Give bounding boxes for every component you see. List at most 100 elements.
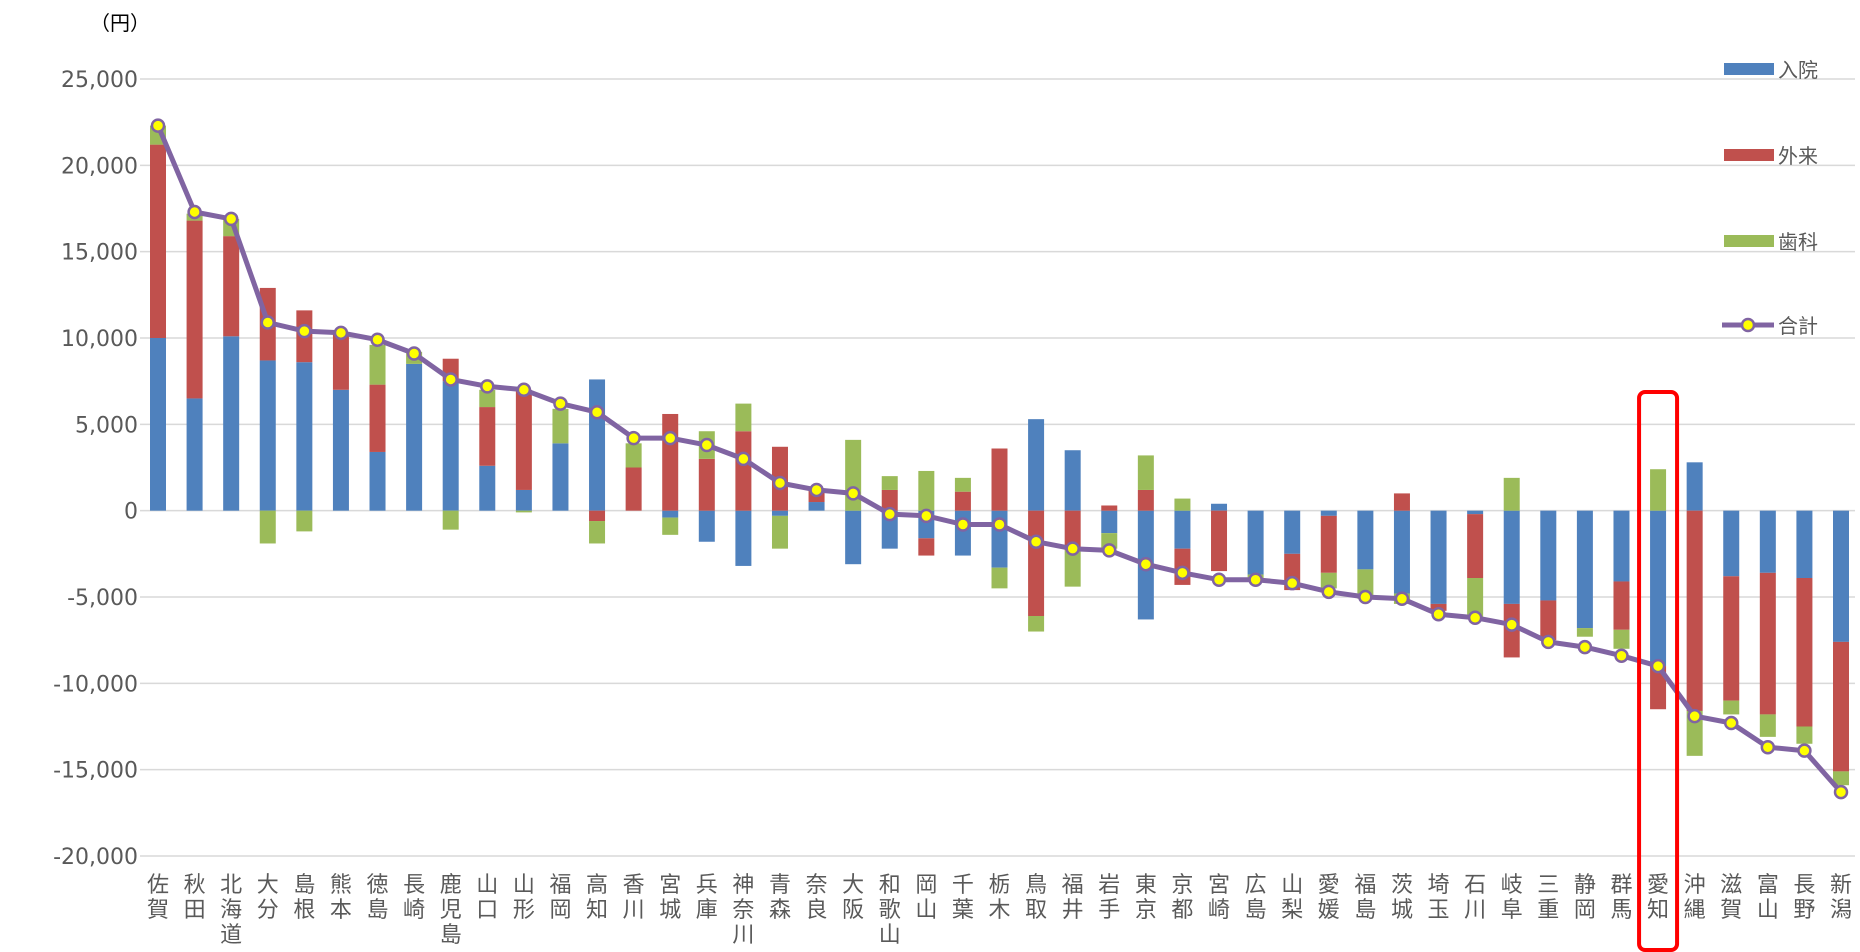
total-point: [1723, 715, 1739, 731]
bar-segment: [771, 515, 788, 549]
bar-segment: [332, 389, 349, 511]
bar-segment: [918, 538, 935, 556]
category-label: 兵庫: [696, 873, 718, 923]
bar-segment: [1393, 510, 1410, 594]
category-label: 京都: [1171, 873, 1193, 923]
total-point: [150, 118, 166, 133]
bar-segment: [1467, 510, 1484, 515]
bar-segment: [1174, 498, 1191, 511]
bar-segment: [186, 398, 203, 511]
category-label: 山口: [476, 873, 498, 923]
total-point: [1577, 639, 1593, 655]
category-label: 茨城: [1391, 873, 1413, 923]
bar-segment: [1540, 510, 1557, 601]
legend-label: 合計: [1778, 314, 1818, 338]
total-point: [1467, 610, 1483, 625]
category-label: 岩手: [1098, 873, 1120, 923]
total-point: [1394, 591, 1410, 606]
bar-segment: [1723, 576, 1740, 701]
category-label: 岐阜: [1501, 873, 1523, 923]
category-label: 静岡: [1574, 873, 1596, 923]
bar-segment: [1320, 510, 1337, 516]
category-label: 鳥取: [1025, 873, 1047, 923]
bar-segment: [954, 491, 971, 511]
total-point: [1504, 617, 1519, 632]
bar-segment: [1430, 510, 1447, 604]
total-point: [480, 379, 495, 394]
bar-segment: [662, 510, 679, 518]
category-label: 栃木: [988, 873, 1010, 923]
bar-segment: [369, 451, 386, 511]
bar-segment: [1064, 450, 1081, 511]
legend-swatch: [1724, 235, 1774, 247]
bar-segment: [1833, 771, 1849, 786]
legend-marker: [1740, 317, 1756, 333]
bar-segment: [1467, 514, 1484, 579]
bar-segment: [1137, 489, 1154, 511]
bar-segment: [1028, 419, 1045, 511]
total-point: [845, 486, 861, 501]
category-label: 東京: [1135, 873, 1157, 923]
y-unit-label: （円）: [90, 11, 150, 35]
bar-segment: [1613, 629, 1630, 649]
bar-segment: [1759, 510, 1776, 573]
bar-segment: [1320, 515, 1337, 573]
total-point: [516, 382, 532, 398]
bar-segment: [1576, 510, 1593, 629]
bar-segment: [186, 220, 203, 399]
bar-segment: [698, 510, 715, 542]
bar-segment: [1796, 578, 1813, 727]
y-tick-label: 25,000: [61, 68, 138, 93]
category-labels: 佐賀秋田北海道大分島根熊本徳島長崎鹿児島山口山形福岡高知香川宮城兵庫神奈川青森奈…: [147, 873, 1852, 948]
bar-segment: [515, 489, 532, 511]
category-label: 香川: [623, 873, 645, 923]
bar-segment: [515, 510, 532, 513]
total-point: [1065, 541, 1080, 556]
total-point: [662, 430, 678, 446]
bar-segment: [223, 236, 240, 337]
bar-segment: [223, 336, 240, 511]
category-label: 和歌山: [879, 873, 901, 948]
category-label: 島根: [293, 873, 315, 923]
bar-segment: [918, 470, 935, 511]
bar-segment: [259, 510, 276, 544]
y-tick-label: -5,000: [67, 586, 138, 611]
y-tick-label: 0: [124, 500, 138, 525]
category-label: 大阪: [842, 873, 864, 923]
bar-segment: [1357, 510, 1374, 570]
y-axis-tick-labels: 25,000 20,000 15,000 10,000 5,000 0 -5,000 -10,…: [53, 68, 138, 870]
total-point: [223, 211, 239, 227]
bar-segment: [552, 443, 569, 511]
total-point: [882, 506, 897, 522]
category-label: 群馬: [1610, 873, 1632, 923]
bar-segment: [1064, 510, 1081, 551]
bar-segment: [150, 338, 166, 511]
total-point: [626, 430, 641, 446]
bar-segment: [1723, 510, 1740, 577]
total-point: [1431, 607, 1446, 622]
total-line-series: [150, 118, 1849, 800]
total-point: [406, 346, 422, 361]
category-label: 宮崎: [1208, 873, 1230, 923]
bar-segment: [1686, 510, 1703, 711]
bar-segment: [1137, 455, 1154, 490]
bar-segment: [1503, 477, 1520, 511]
bar-segment: [1833, 510, 1849, 642]
bar-segment: [1028, 615, 1045, 632]
bar-segment: [735, 510, 752, 566]
y-tick-label: 10,000: [61, 327, 138, 352]
legend-label: 外来: [1778, 144, 1818, 168]
bar-segment: [332, 332, 349, 390]
bar-segment: [808, 502, 825, 511]
total-point: [1541, 634, 1556, 650]
category-label: 山形: [513, 873, 535, 923]
bar-segment: [1540, 600, 1557, 641]
bar-segment: [771, 510, 788, 516]
category-label: 石川: [1464, 873, 1486, 923]
category-label: 埼玉: [1428, 873, 1450, 923]
bar-segment: [1759, 714, 1776, 737]
category-label: 佐賀: [147, 873, 169, 923]
bar-segment: [1211, 503, 1228, 511]
